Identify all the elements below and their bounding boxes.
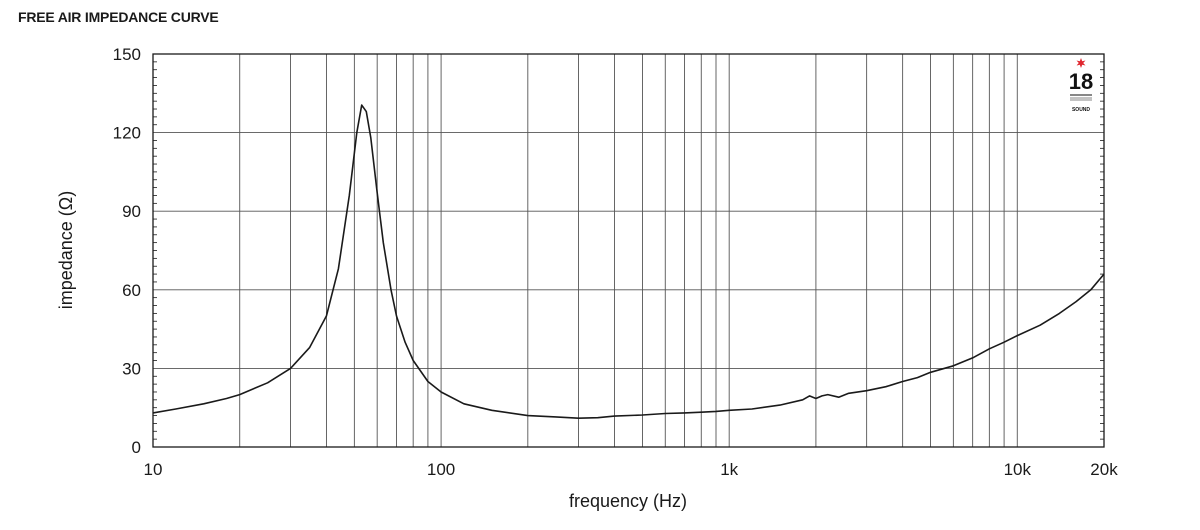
x-axis-label: frequency (Hz) [569,491,687,511]
y-tick-label: 150 [113,45,141,64]
x-tick-label: 100 [427,460,455,479]
impedance-curve [152,104,1105,419]
x-tick-labels: 10 100 1k 10k 20k [144,460,1119,479]
x-tick-label: 20k [1090,460,1118,479]
plot-frame [152,53,1105,448]
axis-tick-marks [153,61,1104,440]
y-tick-label: 60 [122,281,141,300]
logo-sub: SOUND [1072,107,1090,113]
y-tick-labels: 0 30 60 90 120 150 [113,45,141,457]
y-axis-label: impedance (Ω) [56,191,76,310]
y-tick-label: 0 [132,438,141,457]
x-tick-label: 1k [720,460,738,479]
y-tick-label: 90 [122,202,141,221]
chart-title: FREE AIR IMPEDANCE CURVE [18,9,219,25]
brand-logo: 18 SOUND [1069,58,1093,113]
x-tick-label: 10k [1004,460,1032,479]
logo-number: 18 [1069,69,1093,94]
y-tick-label: 30 [122,359,141,378]
y-tick-label: 120 [113,124,141,143]
logo-star-icon [1076,58,1086,68]
grid [153,54,1104,447]
x-tick-label: 10 [144,460,163,479]
